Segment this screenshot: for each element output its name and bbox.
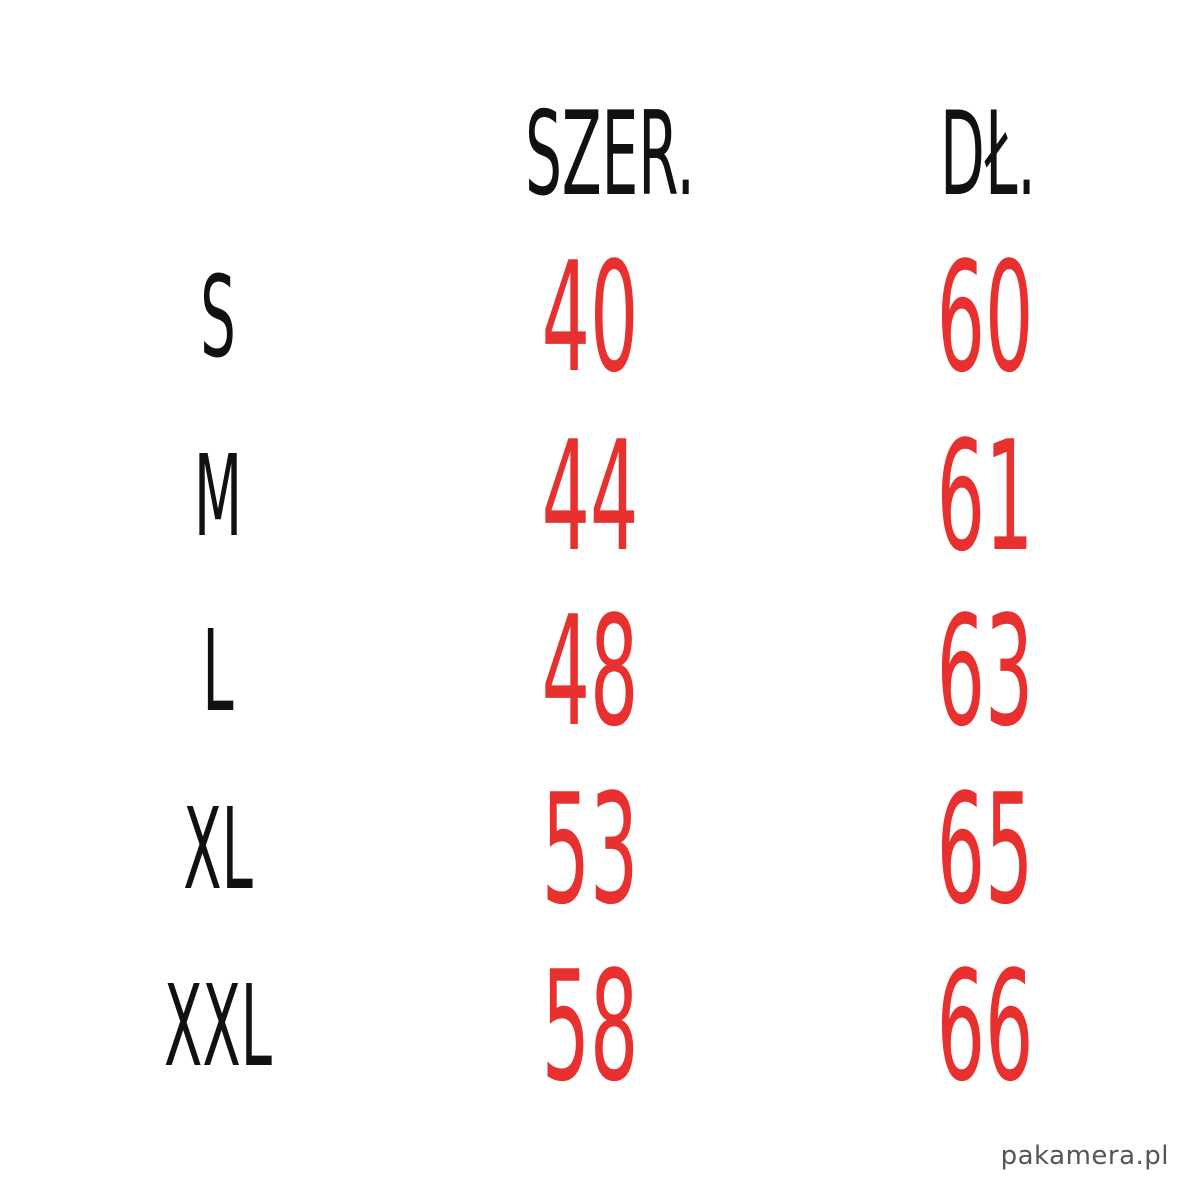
size-label: XXL [164,962,272,1092]
header-width: SZER. [525,87,695,222]
length-value: 66 [936,938,1034,1115]
header-length: DŁ. [940,87,1036,222]
size-label: L [202,607,234,737]
length-value: 65 [936,761,1034,938]
width-value: 44 [541,408,639,585]
width-value: 58 [541,938,639,1115]
watermark-logo: pakamera.pl [1000,1141,1169,1171]
length-value: 60 [936,229,1034,406]
width-value: 40 [541,229,639,406]
size-label: S [200,253,236,383]
size-label: M [193,432,243,562]
width-value: 53 [541,761,639,938]
length-value: 61 [936,408,1034,585]
width-value: 48 [541,583,639,760]
size-label: XL [183,785,253,915]
length-value: 63 [936,583,1034,760]
